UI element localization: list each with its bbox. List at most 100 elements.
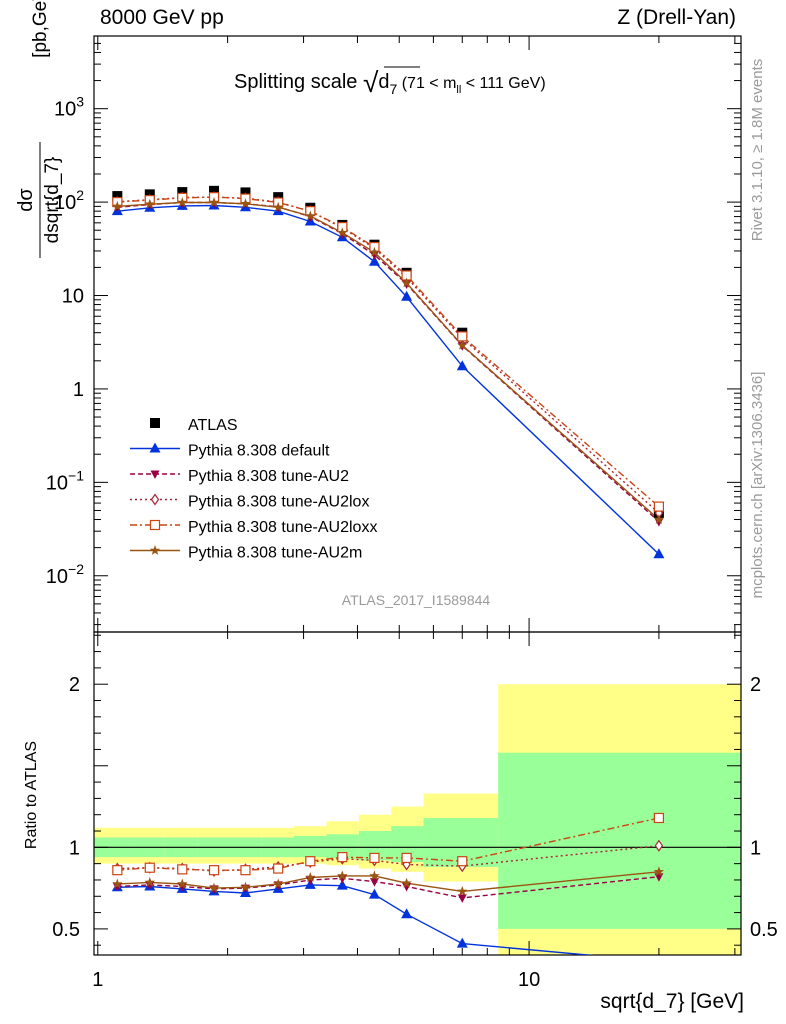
data-point — [369, 246, 380, 257]
ratio-point — [273, 878, 284, 889]
ratio-point — [208, 865, 220, 876]
legend-marker — [149, 545, 161, 555]
ratio-point — [653, 812, 665, 824]
ratio-point — [145, 881, 155, 890]
ratio-line — [117, 876, 659, 899]
data-point — [305, 210, 316, 221]
legend-label: Pythia 8.308 tune-AU2 — [188, 468, 349, 485]
ratio-point — [240, 881, 251, 892]
watermark-label: ATLAS_2017_I1589844 — [342, 592, 491, 608]
legend-marker — [150, 470, 160, 479]
data-point — [369, 251, 379, 260]
y-label-numerator: dσ — [15, 188, 37, 212]
data-point — [457, 331, 468, 342]
data-point — [457, 339, 468, 350]
ratio-plot-frame — [93, 631, 742, 956]
ratio-point — [208, 882, 220, 893]
legend-marker — [150, 493, 160, 506]
ratio-line — [117, 871, 659, 893]
energy-label: 8000 GeV pp — [100, 6, 224, 29]
ratio-point — [654, 839, 664, 852]
data-point — [337, 227, 348, 238]
plot-title: Splitting scale √d7 (71 < mll < 111 GeV) — [234, 67, 546, 98]
ratio-point — [112, 865, 123, 876]
x-axis-label: sqrt{d_7} [GeV] — [600, 990, 744, 1013]
main-y-tick-label: 10−1 — [46, 467, 84, 494]
ratio-point — [368, 888, 380, 899]
ratio-point — [369, 878, 379, 887]
ratio-point — [305, 856, 316, 867]
data-point — [653, 501, 665, 512]
ratio-point — [337, 870, 348, 881]
data-point — [240, 198, 251, 209]
ratio-point — [177, 882, 187, 892]
data-point — [144, 198, 155, 209]
data-point — [654, 518, 664, 527]
main-series — [117, 196, 660, 555]
x-tick-label: 10 — [518, 969, 540, 991]
legend-label: Pythia 8.308 tune-AU2m — [188, 545, 362, 562]
y-label-unit: [pb,GeV−1] — [26, 0, 51, 58]
ratio-point — [457, 856, 468, 867]
ratio-point — [401, 852, 412, 864]
main-y-tick-label: 103 — [54, 94, 84, 121]
data-point — [401, 290, 413, 301]
ratio-point — [337, 852, 348, 863]
data-point — [273, 201, 284, 212]
ratio-point — [336, 879, 348, 890]
series-line — [117, 204, 660, 555]
data-point — [112, 200, 123, 211]
data-point — [653, 548, 665, 559]
main-plot-frame — [93, 35, 742, 633]
data-point — [368, 255, 380, 266]
ratio-point — [401, 908, 413, 919]
band-green — [498, 752, 741, 929]
main-y-tick-label: 102 — [54, 187, 84, 214]
ratio-line — [117, 884, 596, 955]
mcplots-label: mcplots.cern.ch [arXiv:1306.3436] — [749, 372, 766, 599]
ratio-point — [305, 872, 316, 882]
ratio-point — [273, 863, 284, 874]
data-point — [456, 360, 468, 371]
ratio-y-tick-label: 0.5 — [52, 919, 80, 941]
ratio-y-tick-label: 1 — [69, 837, 80, 859]
main-y-tick-label: 1 — [73, 379, 84, 401]
ratio-point — [401, 877, 412, 888]
data-point — [208, 197, 220, 207]
ratio-y-axis-label: Ratio to ATLAS — [23, 741, 40, 849]
data-point — [653, 514, 665, 524]
main-y-tick-label: 10−2 — [46, 561, 84, 588]
data-point — [401, 277, 412, 288]
ratio-point — [112, 878, 123, 889]
rivet-label: Rivet 3.1.10, ≥ 1.8M events — [749, 59, 766, 242]
process-label: Z (Drell-Yan) — [617, 6, 736, 29]
uncertainty-bands — [94, 684, 741, 955]
ratio-point — [653, 866, 665, 877]
ratio-y-tick-label: 2 — [69, 674, 80, 696]
ratio-point — [177, 878, 188, 889]
ratio-series — [117, 817, 660, 955]
ratio-point — [456, 937, 468, 948]
series-line — [117, 196, 660, 508]
legend-label: Pythia 8.308 tune-AU2loxx — [188, 519, 377, 536]
legend-marker — [149, 519, 161, 531]
ratio-point — [177, 864, 188, 875]
legend-label: Pythia 8.308 default — [188, 443, 330, 460]
ratio-y-tick-label-right: 0.5 — [750, 919, 778, 941]
ratio-point — [457, 885, 468, 896]
x-tick-label: 1 — [92, 969, 103, 991]
ratio-point — [144, 876, 155, 887]
ratio-point — [369, 870, 380, 881]
series-line — [117, 196, 660, 514]
ratio-y-tick-label-right: 1 — [750, 837, 761, 859]
legend-marker — [149, 442, 161, 453]
data-point — [209, 185, 220, 196]
ratio-y-tick-label-right: 2 — [750, 674, 761, 696]
legend-label: Pythia 8.308 tune-AU2lox — [188, 494, 369, 511]
y-label-denominator: dsqrt{d_7} — [42, 157, 63, 244]
band-green — [293, 835, 327, 858]
ratio-point — [305, 876, 315, 885]
legend-label: ATLAS — [188, 417, 238, 434]
